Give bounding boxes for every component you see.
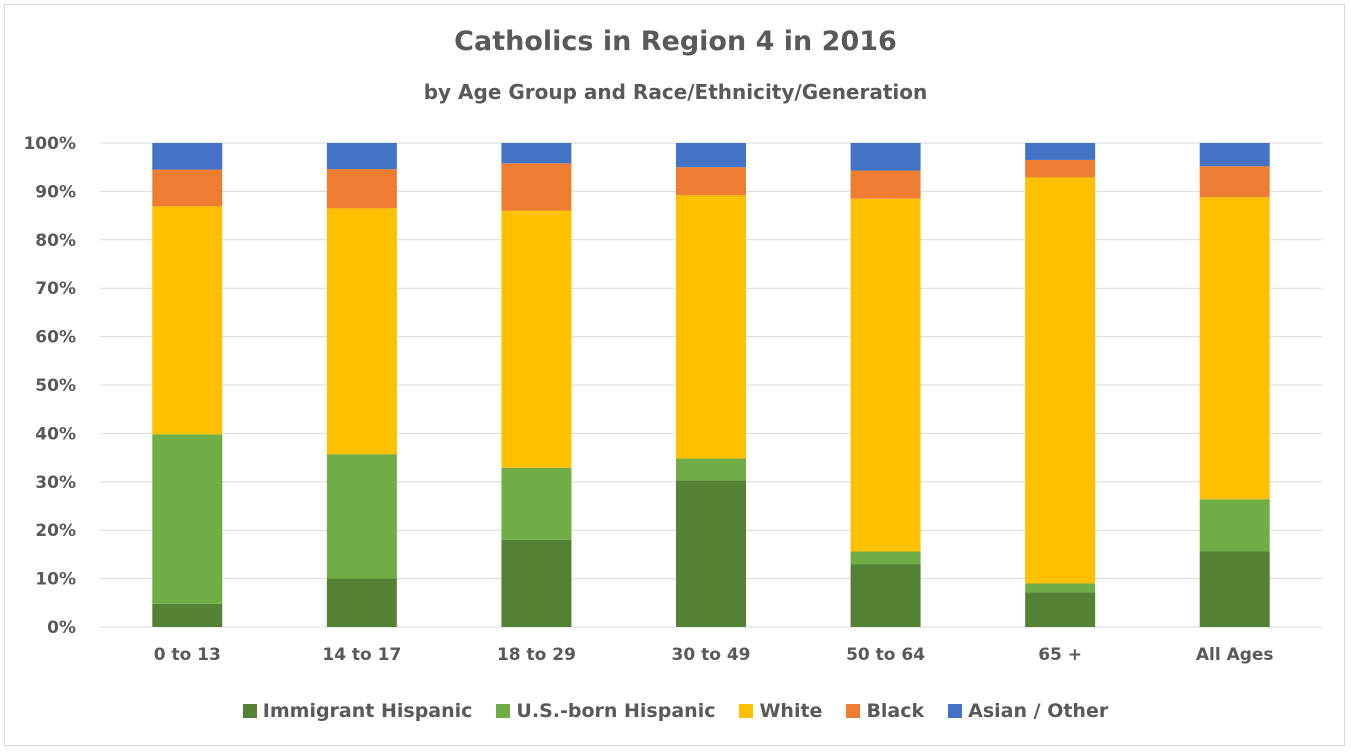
y-tick-label: 70%: [35, 279, 76, 299]
bar-segment: [676, 167, 746, 196]
bar-segment: [152, 169, 223, 207]
bar-segment: [1199, 143, 1270, 167]
chart-title: Catholics in Region 4 in 2016: [454, 26, 897, 57]
legend-item: U.S.-born Hispanic: [496, 700, 715, 722]
legend-swatch: [948, 704, 963, 718]
bar-segment: [501, 143, 572, 164]
bar-segment: [501, 539, 572, 627]
legend-label: Asian / Other: [968, 700, 1109, 722]
legend-label: U.S.-born Hispanic: [516, 700, 716, 722]
bar-segment: [850, 143, 921, 171]
bar-segment: [850, 551, 921, 565]
y-tick-label: 80%: [35, 231, 76, 251]
legend-swatch: [739, 704, 754, 718]
bar-segment: [326, 454, 397, 579]
legend-swatch: [846, 704, 861, 718]
y-tick-label: 20%: [35, 521, 76, 541]
bar-segment: [850, 564, 921, 627]
x-tick-label: 50 to 64: [846, 645, 925, 665]
x-tick-label: 18 to 29: [497, 645, 576, 665]
bar-segment: [676, 458, 746, 481]
x-tick-label: 65 +: [1038, 645, 1082, 665]
bar-segment: [1025, 583, 1096, 593]
legend-label: Immigrant Hispanic: [262, 700, 473, 722]
bar-segment: [501, 210, 572, 468]
bar-segment: [152, 603, 223, 627]
y-tick-label: 100%: [23, 134, 76, 154]
bar-segment: [152, 206, 223, 435]
y-tick-label: 10%: [35, 570, 76, 590]
y-tick-label: 0%: [47, 618, 76, 638]
bar-segment: [1199, 551, 1270, 627]
bar-segment: [1025, 159, 1096, 178]
chart-legend: Immigrant Hispanic U.S.-born Hispanic Whit…: [0, 700, 1351, 722]
chart-frame: [4, 4, 1345, 746]
bar-segment: [1025, 177, 1096, 584]
bar-segment: [326, 169, 397, 209]
bar-segment: [326, 208, 397, 455]
legend-swatch: [496, 704, 511, 718]
bar-segment: [1025, 592, 1096, 627]
bar-segment: [501, 467, 572, 540]
bar-segment: [1199, 197, 1270, 500]
bar-segment: [1199, 166, 1270, 198]
x-tick-label: 0 to 13: [154, 645, 221, 665]
bar-segment: [676, 480, 746, 627]
y-tick-label: 40%: [35, 424, 76, 444]
legend-item: Black: [846, 700, 924, 722]
bar-segment: [850, 170, 921, 199]
bar-segment: [326, 578, 397, 627]
y-tick-label: 90%: [35, 182, 76, 202]
y-tick-label: 60%: [35, 328, 76, 348]
legend-item: Asian / Other: [948, 700, 1108, 722]
x-tick-label: 14 to 17: [322, 645, 401, 665]
bar-segment: [676, 143, 746, 168]
bar-segment: [152, 434, 223, 604]
bar-segment: [676, 195, 746, 459]
bar-segment: [1199, 499, 1270, 552]
bar-segment: [152, 143, 223, 170]
y-tick-label: 50%: [35, 376, 76, 396]
legend-label: White: [759, 700, 823, 722]
bar-segment: [850, 198, 921, 552]
chart-subtitle: by Age Group and Race/Ethnicity/Generati…: [423, 80, 928, 104]
y-tick-label: 30%: [35, 473, 76, 493]
x-tick-label: 30 to 49: [672, 645, 751, 665]
bar-segment: [1025, 143, 1096, 160]
legend-label: Black: [866, 700, 925, 722]
legend-swatch: [242, 704, 257, 718]
bar-segment: [326, 143, 397, 170]
legend-item: White: [739, 700, 822, 722]
legend-item: Immigrant Hispanic: [242, 700, 473, 722]
x-tick-label: All Ages: [1196, 645, 1274, 665]
bar-segment: [501, 163, 572, 211]
